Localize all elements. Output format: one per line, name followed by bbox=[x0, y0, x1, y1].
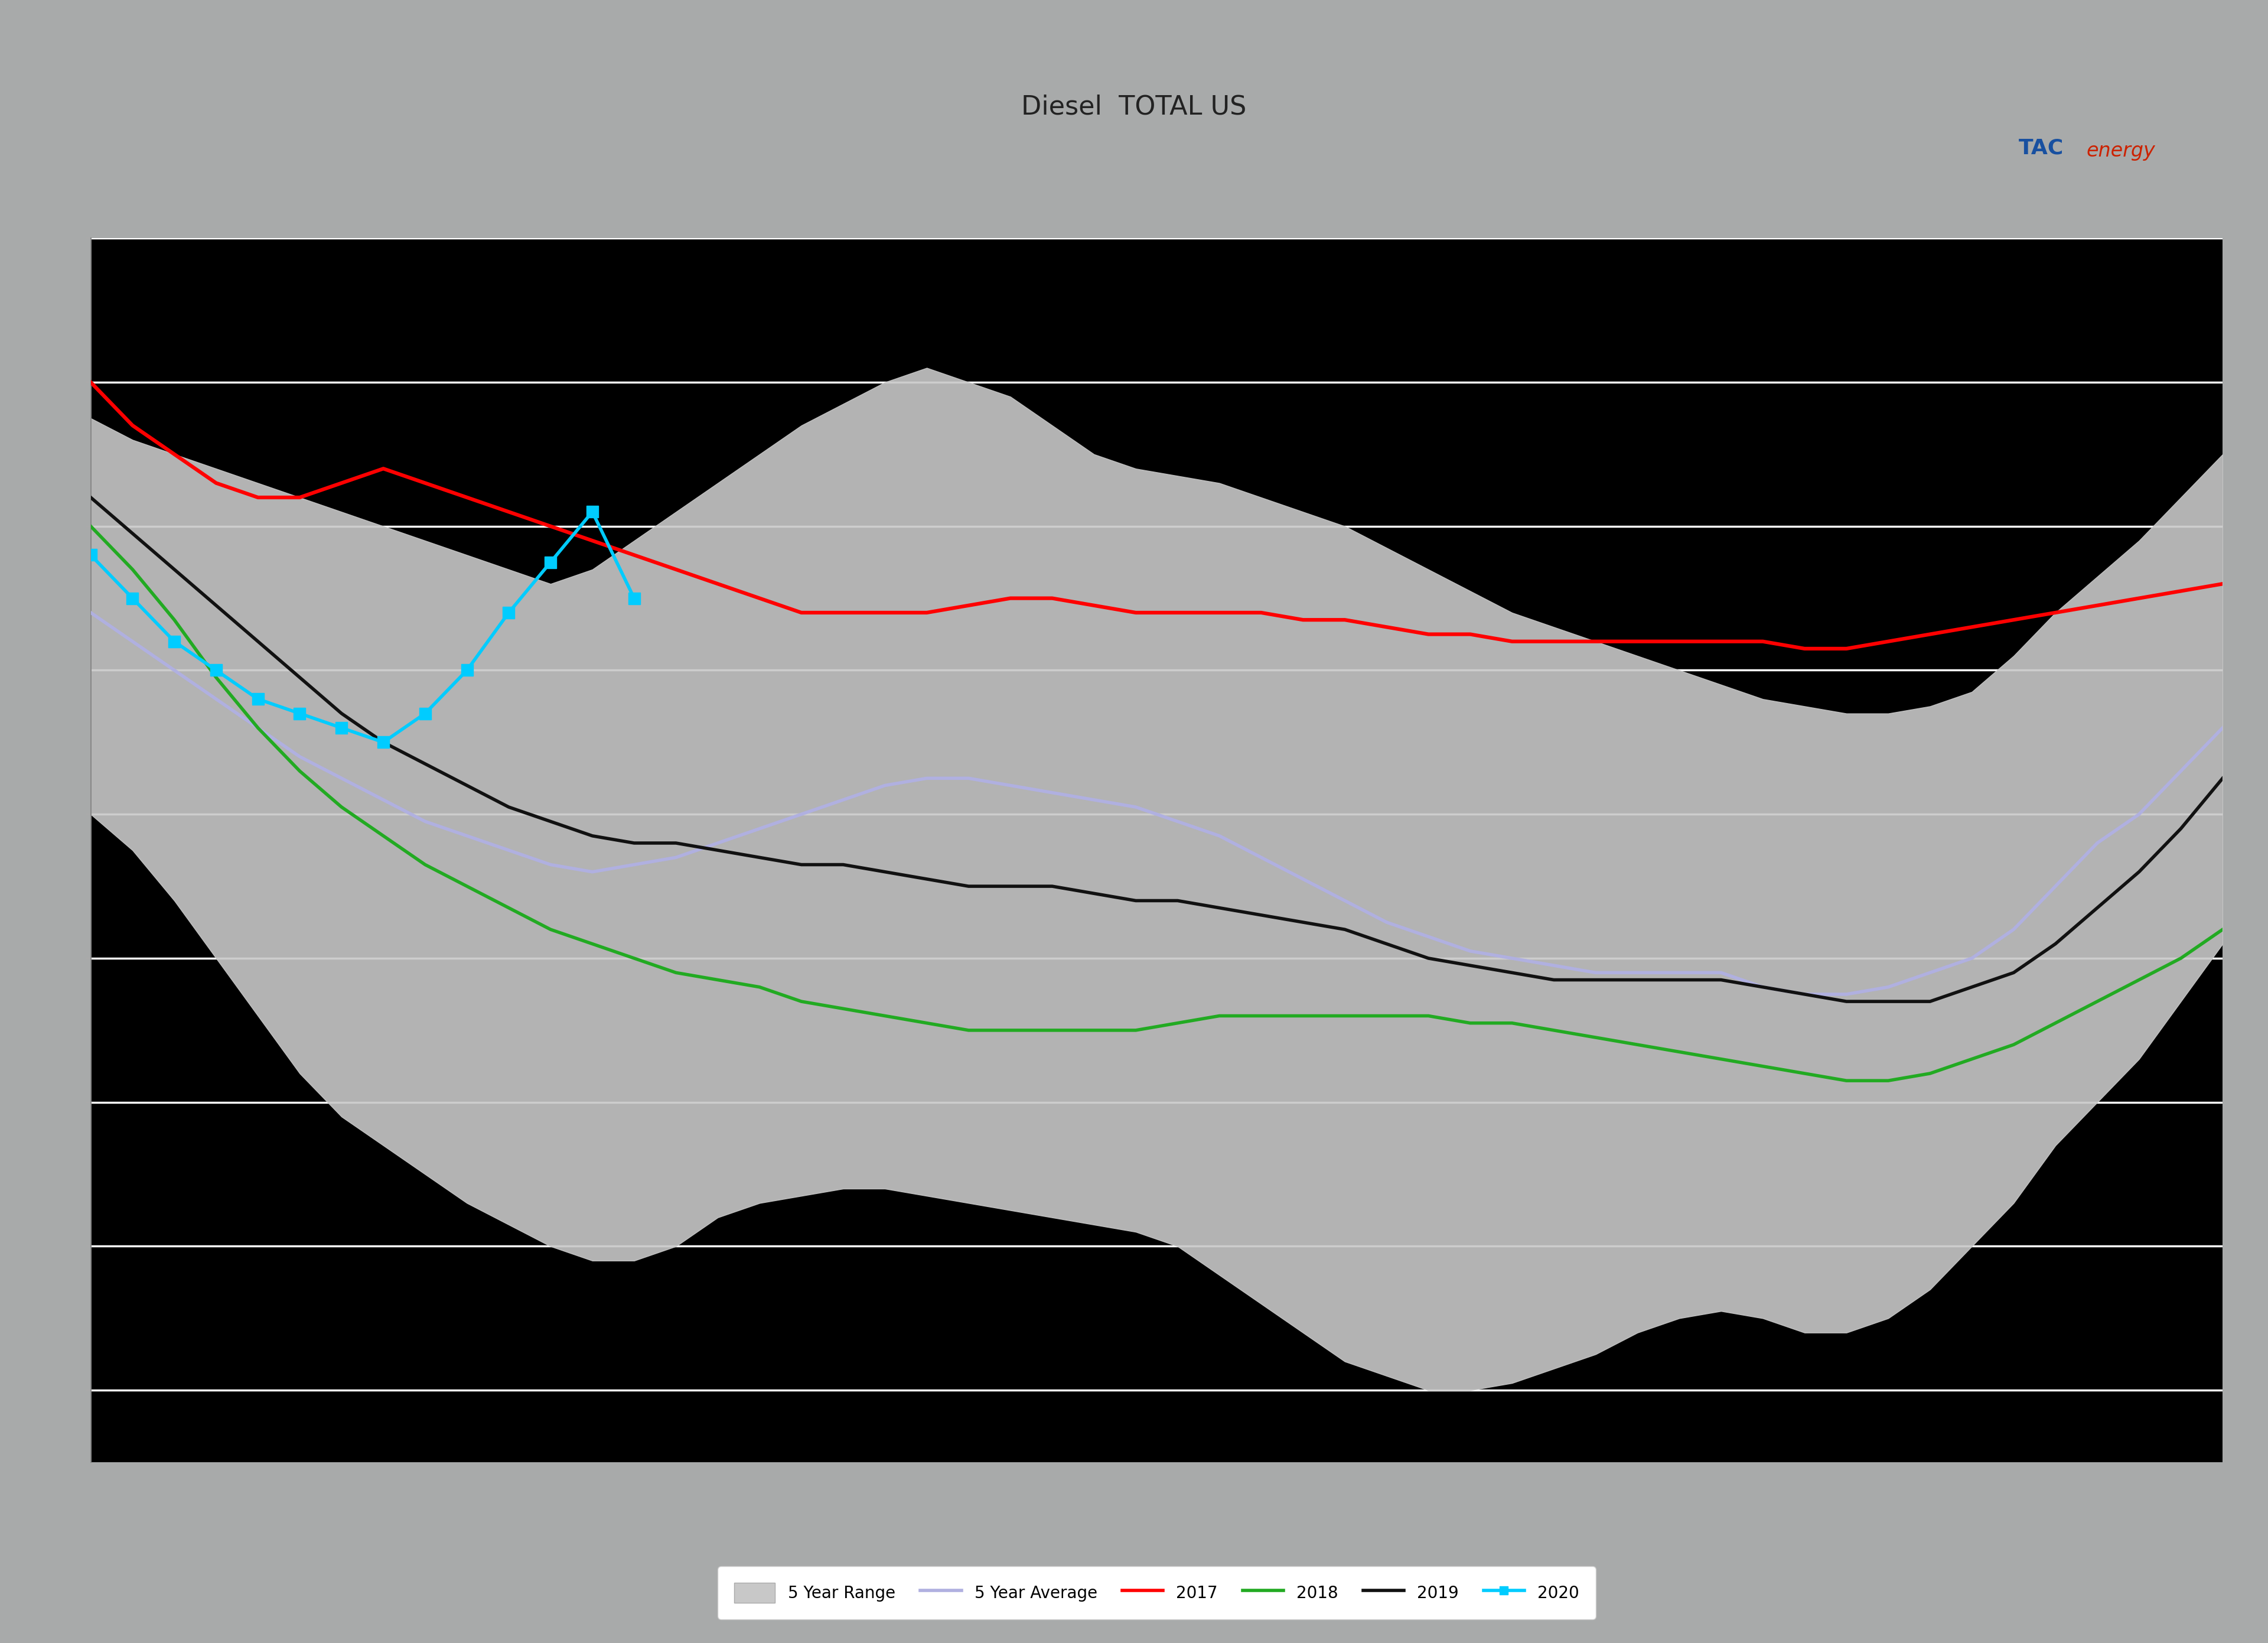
Text: Diesel  TOTAL US: Diesel TOTAL US bbox=[1021, 94, 1247, 120]
Text: TAC: TAC bbox=[2019, 138, 2064, 158]
Legend: 5 Year Range, 5 Year Average, 2017, 2018, 2019, 2020: 5 Year Range, 5 Year Average, 2017, 2018… bbox=[717, 1566, 1597, 1620]
Text: energy: energy bbox=[2087, 141, 2155, 161]
